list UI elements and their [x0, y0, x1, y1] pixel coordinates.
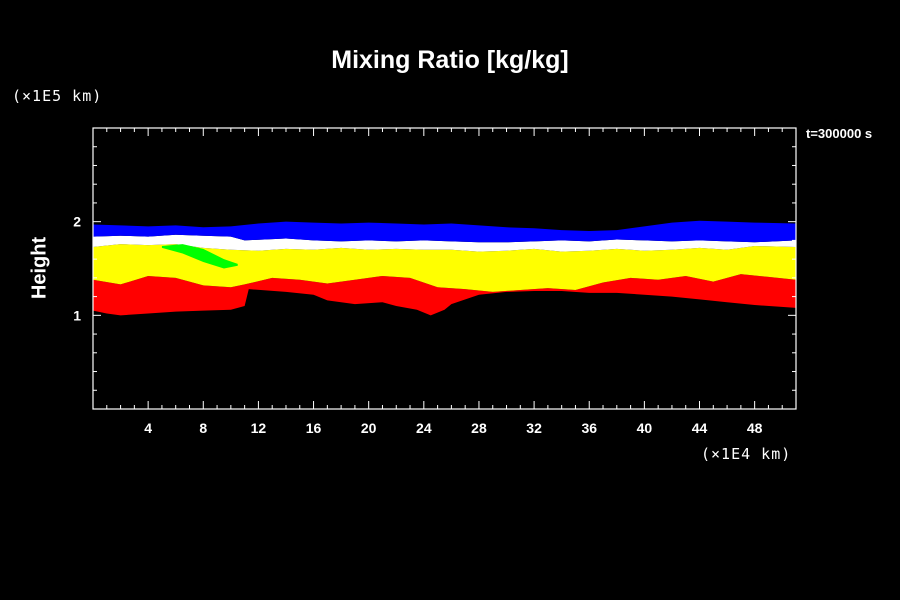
- x-tick-label: 40: [637, 420, 653, 436]
- x-tick-label: 8: [199, 420, 207, 436]
- x-tick-label: 20: [361, 420, 377, 436]
- band-green: [161, 244, 238, 269]
- band-yellow: [93, 244, 796, 292]
- y-tick-label: 1: [73, 307, 81, 323]
- band-white: [93, 234, 796, 252]
- x-tick-label: 44: [692, 420, 708, 436]
- x-axis-unit: (×1E4 km): [701, 445, 792, 463]
- time-label: t=300000 s: [806, 126, 873, 141]
- y-axis-unit: (×1E5 km): [12, 87, 103, 105]
- chart-title: Mixing Ratio [kg/kg]: [331, 46, 569, 74]
- x-tick-label: 16: [306, 420, 322, 436]
- x-tick-label: 36: [581, 420, 597, 436]
- x-tick-label: 28: [471, 420, 487, 436]
- plot-frame: [92, 127, 797, 410]
- x-tick-label: 24: [416, 420, 432, 436]
- x-tick-label: 32: [526, 420, 542, 436]
- band-red: [93, 274, 796, 316]
- x-tick-label: 12: [251, 420, 267, 436]
- x-tick-label: 4: [144, 420, 152, 436]
- x-tick-label: 48: [747, 420, 763, 436]
- y-tick-label: 2: [73, 214, 81, 230]
- band-blue: [93, 220, 796, 243]
